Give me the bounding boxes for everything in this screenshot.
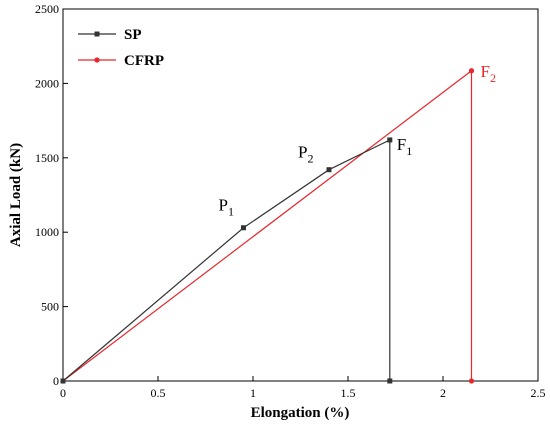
- annotation-subscript: 2: [490, 71, 496, 85]
- x-tick-label: 0: [60, 386, 66, 400]
- legend-cfrp-label: CFRP: [124, 53, 164, 69]
- annotation-p2: P2: [298, 143, 313, 166]
- y-tick-label: 1000: [35, 225, 59, 239]
- y-axis-ticks: 0 500 1000 1500 2000 2500: [35, 2, 68, 388]
- y-tick-label: 2000: [35, 76, 59, 90]
- y-tick-label: 1500: [35, 151, 59, 165]
- annotation-f2: F2: [481, 62, 496, 85]
- series-sp-point: [326, 167, 332, 173]
- plot-frame: [62, 8, 539, 382]
- annotation-subscript: 2: [307, 152, 313, 166]
- annotation-main: P: [298, 143, 307, 162]
- legend: SP CFRP: [78, 27, 164, 69]
- series-cfrp-point: [468, 68, 475, 74]
- x-tick-label: 1.5: [341, 386, 356, 400]
- annotation-subscript: 1: [406, 144, 412, 158]
- series-sp-point: [387, 137, 393, 143]
- series-cfrp-point: [468, 378, 475, 384]
- x-tick-label: 1: [250, 386, 256, 400]
- legend-sp-marker: [94, 31, 100, 37]
- x-axis-ticks: 0 0.5 1 1.5 2 2.5: [60, 376, 546, 400]
- series-sp-line: [62, 138, 391, 382]
- x-axis-title: Elongation (%): [251, 405, 350, 421]
- y-tick-label: 2500: [35, 2, 59, 16]
- series-sp-point: [60, 378, 66, 384]
- legend-cfrp-marker: [94, 57, 100, 63]
- x-tick-label: 2: [440, 386, 446, 400]
- series-sp-point: [241, 225, 246, 231]
- y-tick-label: 0: [53, 374, 59, 388]
- annotation-main: P: [219, 196, 228, 215]
- legend-sp-label: SP: [124, 27, 142, 43]
- x-tick-label: 2.5: [531, 386, 546, 400]
- annotation-main: F: [481, 62, 490, 81]
- series-sp-point: [387, 378, 393, 384]
- annotation-subscript: 1: [228, 205, 234, 219]
- y-tick-label: 500: [41, 300, 59, 314]
- annotation-p1: P1: [219, 196, 234, 219]
- series-layer: [60, 68, 475, 384]
- annotation-main: F: [397, 135, 406, 154]
- annotation-f1: F1: [397, 135, 412, 158]
- x-tick-label: 0.5: [151, 386, 166, 400]
- y-axis-title: Axial Load (kN): [8, 143, 24, 247]
- series-cfrp-line: [62, 69, 473, 382]
